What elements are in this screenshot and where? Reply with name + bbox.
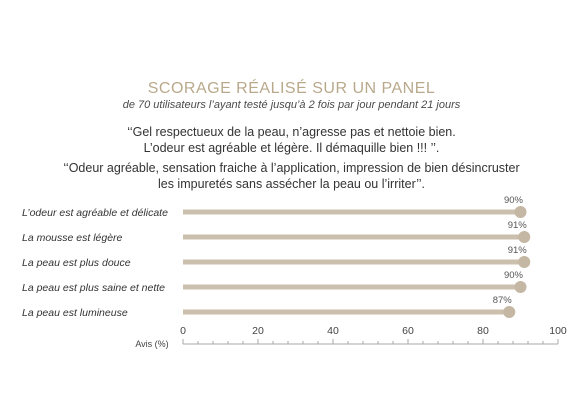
chart-subtitle: de 70 utilisateurs l’ayant testé jusqu’à… <box>122 99 461 111</box>
value-label: 90% <box>504 195 524 206</box>
x-tick-label: 100 <box>549 325 567 337</box>
bar <box>183 259 525 265</box>
bar-end-dot <box>518 231 531 243</box>
testimonial-quote-1: ‘‘Gel respectueux de la peau, n’agresse … <box>0 124 583 156</box>
quote-1-line-2: L’odeur est agréable et légère. Il démaq… <box>143 141 440 155</box>
category-label: La peau est lumineuse <box>22 307 128 319</box>
value-label: 91% <box>508 220 528 231</box>
category-label: La mousse est légère <box>22 232 123 244</box>
x-tick-label: 0 <box>180 325 186 337</box>
quote-2-line-2: les impuretés sans assécher la peau ou l… <box>157 177 426 191</box>
bar <box>183 309 510 315</box>
bar-end-dot <box>514 281 527 293</box>
bar <box>183 234 525 240</box>
bar-end-dot <box>503 306 516 318</box>
bar-end-dot <box>514 206 527 218</box>
testimonial-quote-2: ‘‘Odeur agréable, sensation fraiche à l’… <box>0 160 583 192</box>
x-tick-label: 40 <box>327 325 339 337</box>
category-label: L’odeur est agréable et délicate <box>22 207 168 219</box>
quote-2-line-1: ‘‘Odeur agréable, sensation fraiche à l’… <box>63 161 520 175</box>
bar <box>183 284 521 290</box>
value-label: 91% <box>508 245 528 256</box>
x-tick-label: 20 <box>252 325 264 337</box>
x-tick-label: 60 <box>402 325 414 337</box>
quote-1-line-1: ‘‘Gel respectueux de la peau, n’agresse … <box>127 125 456 139</box>
category-label: La peau est plus douce <box>22 257 131 269</box>
value-label: 90% <box>504 270 524 281</box>
x-axis-title: Avis (%) <box>135 339 168 349</box>
category-label: La peau est plus saine et nette <box>22 282 165 294</box>
value-label: 87% <box>493 295 513 306</box>
bar <box>183 209 521 215</box>
x-tick-label: 80 <box>477 325 489 337</box>
chart-title: SCORAGE RÉALISÉ SUR UN PANEL <box>147 80 436 97</box>
bar-end-dot <box>518 256 531 268</box>
